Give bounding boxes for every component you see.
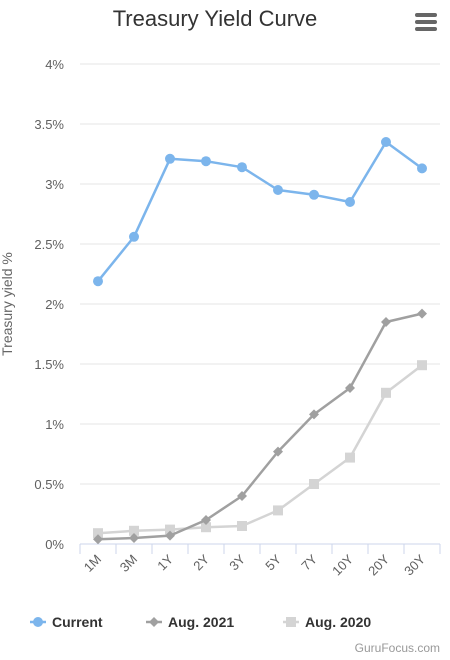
series-current — [93, 137, 427, 287]
legend-label: Aug. 2020 — [305, 614, 371, 630]
y-tick-labels: 0% 0.5% 1% 1.5% 2% 2.5% 3% 3.5% 4% — [34, 57, 64, 552]
data-point[interactable] — [237, 521, 247, 531]
x-tick-label: 10Y — [329, 551, 356, 578]
data-point[interactable] — [165, 153, 175, 164]
y-tick-label: 3% — [45, 177, 64, 192]
series-group — [93, 137, 427, 545]
y-tick-label: 0.5% — [34, 477, 64, 492]
data-point[interactable] — [273, 185, 283, 195]
data-point[interactable] — [201, 156, 211, 167]
series-line — [97, 364, 423, 535]
x-tick-label: 5Y — [262, 551, 284, 573]
x-tick-label: 30Y — [401, 551, 428, 578]
x-tick-label: 3M — [117, 552, 140, 575]
legend-label: Aug. 2021 — [168, 614, 234, 630]
data-point[interactable] — [345, 452, 355, 463]
data-point[interactable] — [309, 409, 319, 420]
data-point[interactable] — [345, 197, 355, 207]
legend-item[interactable]: Aug. 2020 — [283, 614, 371, 630]
gridlines — [80, 63, 440, 485]
data-point[interactable] — [93, 276, 103, 287]
y-tick-label: 4% — [45, 57, 64, 72]
data-point[interactable] — [309, 479, 319, 489]
x-tick-label: 7Y — [298, 551, 320, 573]
data-point[interactable] — [417, 308, 427, 319]
data-point[interactable] — [129, 525, 139, 536]
data-point[interactable] — [417, 360, 427, 371]
legend-item[interactable]: Aug. 2021 — [146, 614, 234, 630]
data-point[interactable] — [129, 231, 139, 242]
series-aug-2020 — [93, 360, 427, 539]
y-tick-label: 2.5% — [34, 237, 64, 252]
credit-text[interactable]: GuruFocus.com — [354, 641, 440, 655]
series-line — [97, 140, 423, 282]
data-point[interactable] — [273, 505, 283, 516]
y-tick-label: 2% — [45, 297, 64, 312]
data-point[interactable] — [345, 383, 355, 393]
x-tick-label: 3Y — [226, 551, 248, 573]
y-tick-label: 1% — [45, 417, 64, 432]
x-tick-label: 1Y — [154, 551, 176, 573]
data-point[interactable] — [93, 534, 103, 545]
y-tick-label: 0% — [45, 537, 64, 552]
y-axis-title: Treasury yield % — [0, 252, 15, 356]
series-aug-2021 — [93, 308, 427, 545]
y-tick-label: 3.5% — [34, 117, 64, 132]
data-point[interactable] — [93, 528, 103, 539]
data-point[interactable] — [237, 491, 247, 501]
x-tick-label: 2Y — [190, 551, 212, 573]
x-tick-labels: 1M 3M 1Y 2Y 3Y 5Y 7Y 10Y 20Y 30Y — [81, 551, 429, 578]
hamburger-menu-icon[interactable] — [414, 12, 438, 32]
chart-title: Treasury Yield Curve — [113, 6, 318, 31]
legend: Current Aug. 2021 Aug. 2020 — [30, 614, 371, 630]
legend-item[interactable]: Current — [30, 614, 103, 630]
legend-marker — [149, 617, 159, 627]
x-axis — [79, 543, 441, 554]
data-point[interactable] — [237, 162, 247, 173]
data-point[interactable] — [201, 522, 211, 533]
legend-marker — [286, 617, 296, 627]
data-point[interactable] — [381, 317, 391, 327]
series-line — [97, 312, 423, 541]
data-point[interactable] — [273, 446, 283, 457]
data-point[interactable] — [381, 387, 391, 398]
data-point[interactable] — [165, 530, 175, 541]
x-tick-label: 20Y — [365, 551, 392, 578]
data-point[interactable] — [417, 163, 427, 174]
data-point[interactable] — [309, 189, 319, 200]
y-tick-label: 1.5% — [34, 357, 64, 372]
x-tick-label: 1M — [81, 552, 104, 575]
legend-label: Current — [52, 614, 103, 630]
legend-marker — [33, 617, 43, 627]
data-point[interactable] — [165, 524, 175, 535]
data-point[interactable] — [381, 137, 391, 147]
data-point[interactable] — [201, 515, 211, 525]
data-point[interactable] — [129, 533, 139, 543]
